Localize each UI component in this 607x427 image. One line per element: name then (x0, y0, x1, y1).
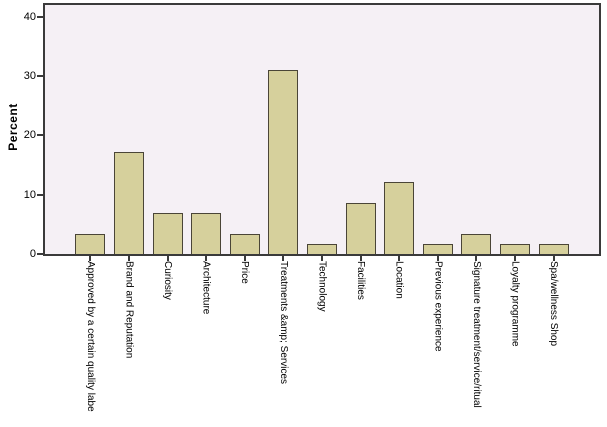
x-axis-tick-mark (89, 256, 92, 261)
bar-slot (187, 5, 226, 254)
bar-5 (229, 233, 260, 254)
x-label-slot: Spa/wellness Shop (534, 256, 573, 427)
x-axis-label-2: Brand and Reputation (123, 261, 135, 359)
x-axis-tick-mark (320, 256, 323, 261)
x-label-slot: Approved by a certain quality labe (71, 256, 110, 427)
x-label-slot: Architecture (187, 256, 226, 427)
x-axis-label-3: Curiosity (162, 261, 174, 300)
x-axis-tick-mark (514, 256, 516, 261)
x-axis-label-13: Spa/wellness Shop (548, 261, 560, 347)
x-axis-label-5: Price (239, 261, 251, 284)
y-axis-tick-mark (37, 15, 43, 18)
bar-slot (71, 5, 110, 254)
y-axis-tick-label: 40 (23, 10, 36, 23)
bar-slot (148, 5, 187, 254)
y-axis-tick: 0 (30, 248, 43, 260)
x-label-slot: Location (380, 256, 419, 427)
x-label-slot: Price (225, 256, 264, 427)
bar-10 (422, 243, 453, 254)
bar-7 (306, 243, 337, 254)
x-axis-tick-mark (205, 256, 208, 261)
x-label-slot: Signature treatment/service/ritual (457, 256, 496, 427)
bar-4 (191, 213, 222, 254)
x-axis-tick-mark (166, 256, 169, 261)
bar-slot (380, 5, 419, 254)
y-axis-tick: 40 (24, 11, 43, 23)
x-label-slot: Brand and Reputation (110, 256, 149, 427)
y-axis-tick: 10 (24, 189, 43, 201)
bar-slot (341, 5, 380, 254)
y-axis: 0 10 20 30 40 (0, 5, 43, 260)
y-axis-tick: 20 (24, 129, 43, 141)
x-axis-label-7: Technology (316, 261, 328, 312)
bar-slot (110, 5, 149, 254)
x-axis-label-6: Treatments &amp; Services (277, 261, 289, 385)
y-axis-tick: 30 (24, 70, 43, 82)
x-label-slot: Curiosity (148, 256, 187, 427)
bar-6 (268, 70, 299, 254)
y-axis-tick-mark (37, 134, 43, 137)
x-axis-tick-mark (475, 256, 478, 261)
y-axis-tick-mark (37, 75, 43, 78)
bar-slot (496, 5, 535, 254)
bar-2 (113, 152, 144, 254)
x-axis-label-9: Location (393, 261, 405, 299)
x-axis-label-8: Facilities (355, 261, 367, 300)
bar-slot (303, 5, 342, 254)
y-axis-tick-label: 30 (23, 70, 36, 83)
y-axis-tick-label: 0 (29, 248, 36, 260)
plot-area (43, 3, 601, 256)
x-label-slot: Technology (303, 256, 342, 427)
x-axis-label-11: Signature treatment/service/ritual (470, 261, 482, 408)
bar-3 (152, 213, 183, 254)
bar-slot (225, 5, 264, 254)
x-label-slot: Treatments &amp; Services (264, 256, 303, 427)
x-label-slot: Facilities (341, 256, 380, 427)
bar-slot (534, 5, 573, 254)
x-axis-tick-mark (436, 256, 439, 261)
x-axis-label-10: Previous experience (432, 261, 444, 352)
bar-13 (538, 243, 569, 254)
bar-1 (75, 233, 106, 254)
x-axis-tick-mark (282, 256, 285, 261)
x-axis-tick-mark (398, 256, 401, 261)
y-axis-tick-mark (37, 253, 43, 255)
x-axis-tick-mark (359, 256, 362, 261)
bar-slot (418, 5, 457, 254)
bar-slot (264, 5, 303, 254)
bar-8 (345, 203, 376, 254)
bar-12 (500, 243, 530, 254)
bar-9 (384, 182, 415, 254)
bar-11 (461, 233, 492, 254)
y-axis-tick-label: 10 (23, 188, 36, 201)
x-axis-tick-mark (552, 256, 555, 261)
x-axis: Approved by a certain quality labe Brand … (43, 256, 601, 427)
bar-slot (457, 5, 496, 254)
y-axis-tick-label: 20 (23, 129, 36, 142)
x-label-slot: Previous experience (418, 256, 457, 427)
x-label-slot: Loyalty programme (496, 256, 535, 427)
x-axis-label-1: Approved by a certain quality labe (84, 261, 96, 412)
x-axis-label-12: Loyalty programme (509, 261, 521, 347)
x-axis-tick-mark (243, 256, 246, 261)
x-axis-tick-mark (127, 256, 130, 261)
y-axis-tick-mark (37, 193, 43, 196)
x-axis-label-4: Architecture (200, 261, 212, 315)
